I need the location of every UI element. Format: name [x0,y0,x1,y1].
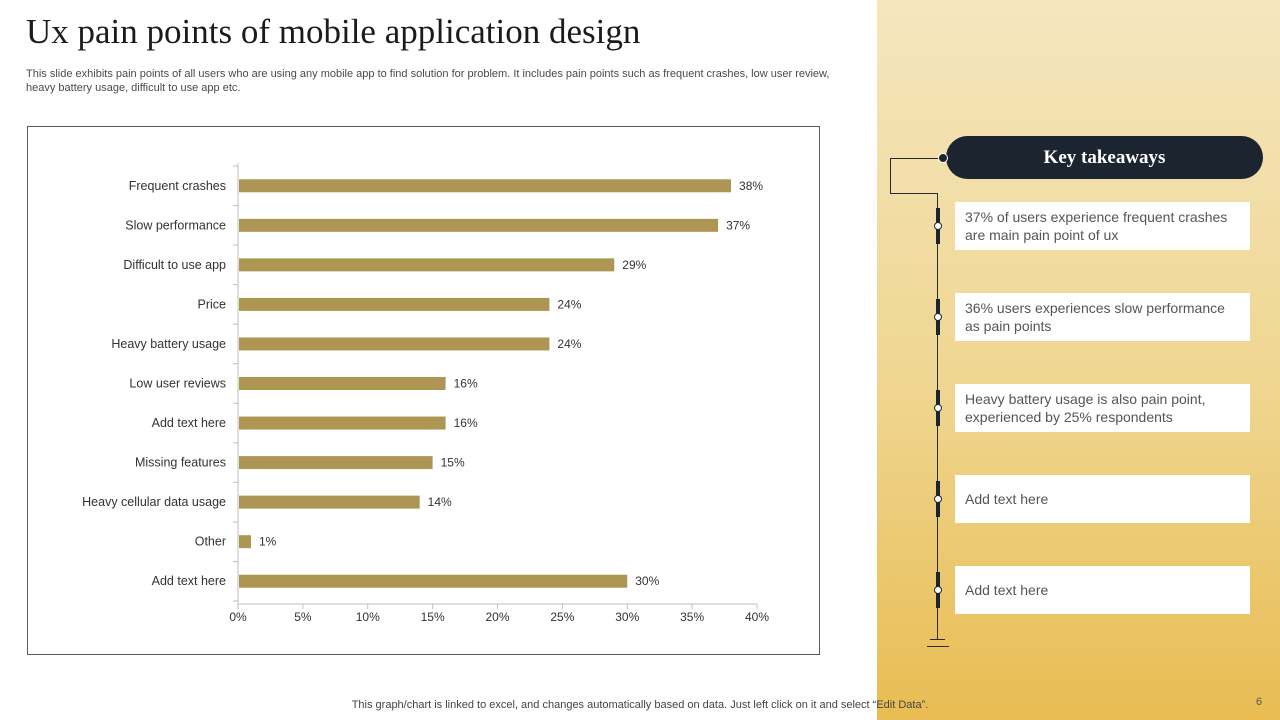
takeaway-card: Add text here [955,475,1250,523]
connector-left [890,158,891,193]
category-label: Heavy cellular data usage [82,495,226,509]
bar [239,179,732,193]
footnote: This graph/chart is linked to excel, and… [351,699,929,711]
data-label: 30% [635,574,659,588]
page-title: Ux pain points of mobile application des… [26,12,641,51]
takeaway-card: 37% of users experience frequent crashes… [955,202,1250,250]
bar [239,337,550,351]
bar [239,416,446,430]
timeline-node-dot [934,586,942,594]
bar [239,297,550,311]
category-label: Difficult to use app [123,258,226,272]
takeaway-card: 36% users experiences slow performance a… [955,293,1250,341]
connector-top [890,158,940,159]
x-tick-label: 25% [550,610,574,624]
x-tick-label: 40% [745,610,769,624]
category-label: Slow performance [125,218,226,232]
takeaway-card: Add text here [955,566,1250,614]
x-tick-label: 30% [615,610,639,624]
header-dot-icon [938,153,948,163]
bar [239,377,446,390]
x-tick-label: 35% [680,610,704,624]
x-tick-label: 20% [485,610,509,624]
bar [239,456,433,470]
bar [239,574,628,588]
x-tick-label: 15% [421,610,445,624]
timeline-base-1 [930,639,945,640]
timeline-node-dot [934,222,942,230]
category-label: Frequent crashes [129,179,226,193]
data-label: 37% [726,218,750,232]
category-label: Price [198,297,227,311]
x-tick-label: 0% [229,610,247,624]
bar [239,258,615,272]
data-label: 16% [454,377,478,391]
category-label: Other [195,535,226,549]
page-subtitle: This slide exhibits pain points of all u… [26,68,830,94]
timeline-node-dot [934,495,942,503]
timeline-node-dot [934,313,942,321]
data-label: 15% [441,456,465,470]
timeline-base-2 [927,646,949,647]
key-takeaways-header: Key takeaways [946,136,1263,179]
data-label: 14% [428,495,452,509]
data-label: 1% [259,535,277,549]
category-label: Add text here [152,416,226,430]
category-label: Add text here [152,574,226,588]
connector-bottom [890,193,938,194]
chart-frame[interactable]: Frequent crashes 38% Slow performance 37% Di… [27,126,820,655]
bar [239,218,719,232]
data-label: 29% [622,258,646,272]
bar [239,535,251,549]
category-label: Heavy battery usage [111,337,226,351]
category-label: Missing features [135,456,226,470]
x-tick-label: 10% [356,610,380,624]
category-label: Low user reviews [129,377,226,391]
x-tick-label: 5% [294,610,312,624]
page-number: 6 [1256,696,1263,708]
timeline-node-dot [934,404,942,412]
bar-chart: Frequent crashes 38% Slow performance 37% Di… [82,163,769,624]
data-label: 24% [557,297,581,311]
data-label: 38% [739,179,763,193]
data-label: 24% [557,337,581,351]
data-label: 16% [454,416,478,430]
takeaway-card: Heavy battery usage is also pain point, … [955,384,1250,432]
bar [239,495,420,509]
